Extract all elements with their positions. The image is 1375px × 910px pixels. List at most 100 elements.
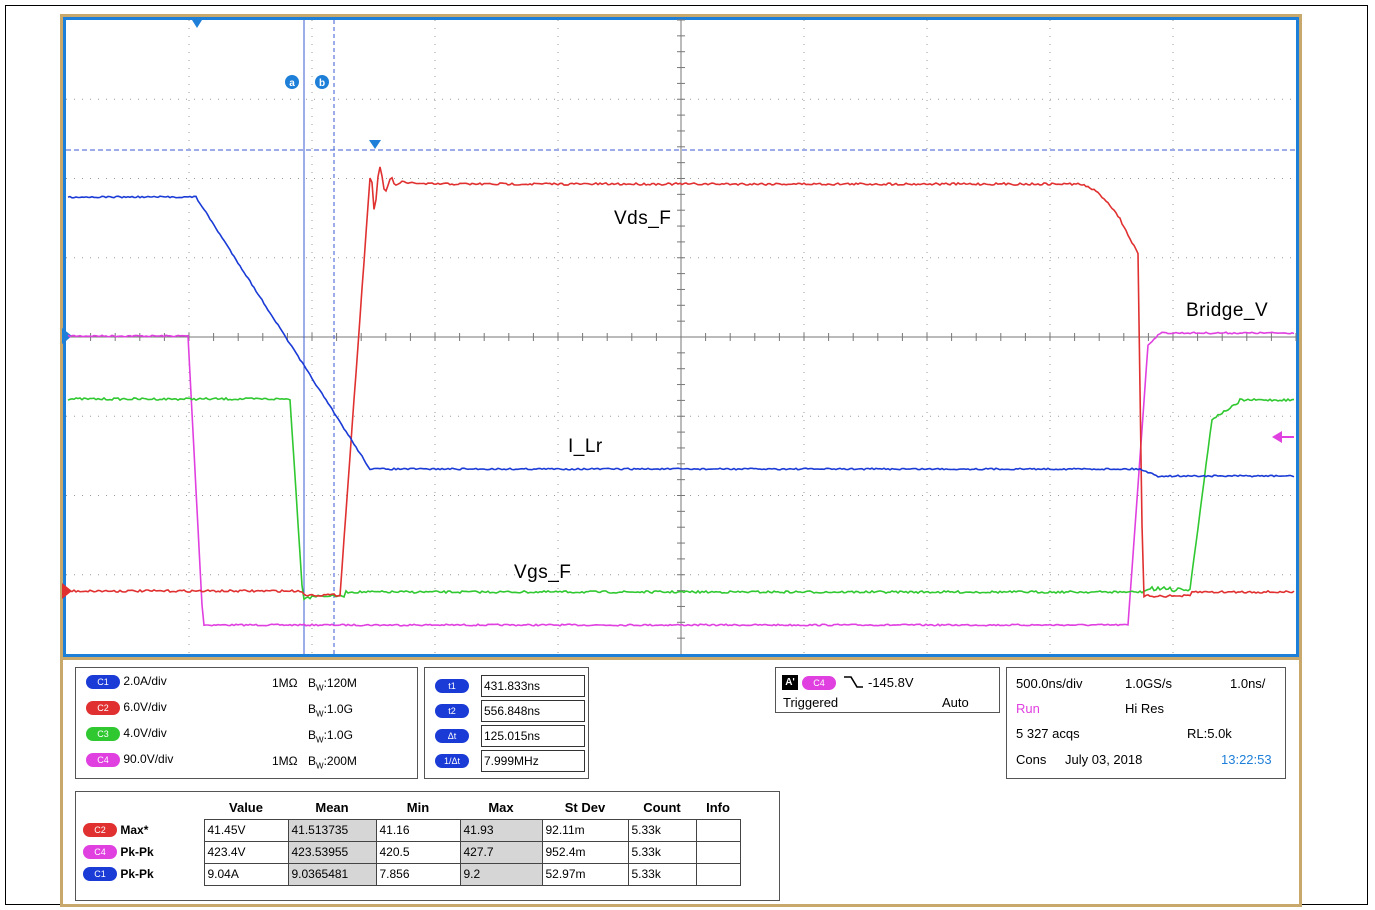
display-separator [63, 657, 1299, 660]
trace-c2-vds-f [67, 166, 1295, 599]
cursor-value-dt: 125.015ns [481, 725, 585, 747]
channel-bandwidth: BW:1.0G [308, 728, 353, 745]
meas-min: 41.16 [375, 818, 461, 842]
timebase: 500.0ns/div [1016, 676, 1083, 691]
acq-mode: Hi Res [1125, 701, 1165, 716]
header-value: Value [229, 800, 263, 816]
channel-scale: 90.0V/div [123, 752, 174, 766]
trace-c4-bridge-v [67, 331, 1295, 627]
acquisition-panel[interactable]: 500.0ns/div 1.0GS/s 1.0ns/ Run Hi Res 5 … [1006, 667, 1286, 779]
meas-count: 5.33k [627, 840, 697, 864]
measurement-panel: Value Mean Min Max St Dev Count Info C2 … [75, 791, 780, 901]
meas-mean: 423.53955 [287, 840, 377, 864]
cursor-badge-t1: t1 [435, 679, 469, 693]
channel-bandwidth: BW:120M [308, 676, 357, 693]
meas-name: Pk-Pk [120, 866, 154, 881]
meas-min: 420.5 [375, 840, 461, 864]
cursor-top-marker [369, 140, 381, 149]
cursor-badge-freq: 1/Δt [435, 754, 469, 768]
meas-info [695, 818, 741, 842]
header-stdev: St Dev [564, 800, 606, 816]
trigger-source-badge: C4 [802, 676, 836, 690]
label-vds: Vds_F [614, 208, 672, 229]
channel-impedance: 1MΩ [272, 754, 298, 768]
meas-stdev: 92.11m [541, 818, 629, 842]
trigger-mode: Auto [942, 695, 969, 710]
header-count: Count [643, 800, 681, 816]
meas-value: 423.4V [203, 840, 289, 864]
ground-marker-c2 [62, 583, 72, 599]
meas-value: 41.45V [203, 818, 289, 842]
header-info: Info [706, 800, 730, 816]
cursor-a-marker [285, 75, 299, 89]
meas-badge: C2 [83, 823, 117, 838]
header-min: Min [406, 800, 430, 816]
meas-max: 427.7 [459, 840, 543, 864]
acq-count: 5 327 acqs [1016, 726, 1080, 741]
date: July 03, 2018 [1065, 752, 1143, 767]
cons-label: Cons [1016, 752, 1047, 767]
meas-mean: 9.0365481 [287, 862, 377, 886]
channel-scale: 2.0A/div [123, 674, 167, 688]
table-row[interactable]: C1 Pk-Pk 9.04A 9.0365481 7.856 9.2 52.97… [80, 862, 741, 886]
cursor-a-label: a [289, 78, 295, 89]
cursor-badge-dt: Δt [435, 729, 469, 743]
table-row[interactable]: C4 Pk-Pk 423.4V 423.53955 420.5 427.7 95… [80, 840, 741, 864]
meas-count: 5.33k [627, 862, 697, 886]
channel-badge: C3 [86, 726, 120, 741]
cursor-b-marker [315, 75, 329, 89]
trace-c3-vgs-f [67, 396, 1295, 601]
channel-bandwidth: BW:200M [308, 754, 357, 771]
meas-badge: C4 [83, 845, 117, 860]
label-ilr: I_Lr [568, 436, 603, 457]
channel-bandwidth: BW:1.0G [308, 702, 353, 719]
cursor-value-t1: 431.833ns [481, 675, 585, 697]
falling-edge-icon [844, 676, 863, 688]
meas-max: 41.93 [459, 818, 543, 842]
channel-row-c1[interactable]: C1 2.0A/div [86, 674, 167, 689]
meas-info [695, 862, 741, 886]
table-row[interactable]: C2 Max* 41.45V 41.513735 41.16 41.93 92.… [80, 818, 741, 842]
meas-max: 9.2 [459, 862, 543, 886]
meas-count: 5.33k [627, 818, 697, 842]
resolution: 1.0ns/ [1230, 676, 1266, 691]
channel-badge: C2 [86, 700, 120, 715]
channel-panel: C1 2.0A/div 1MΩ BW:120M C2 6.0V/div BW:1… [75, 667, 418, 779]
meas-mean: 41.513735 [287, 818, 377, 842]
sample-rate: 1.0GS/s [1125, 676, 1172, 691]
meas-min: 7.856 [375, 862, 461, 886]
meas-badge: C1 [83, 867, 117, 882]
cursor-value-freq: 7.999MHz [481, 750, 585, 772]
trigger-state: Triggered [783, 695, 839, 710]
channel-row-c3[interactable]: C3 4.0V/div [86, 726, 167, 741]
channel-badge: C4 [86, 752, 120, 767]
meas-name: Max* [120, 822, 149, 837]
time: 13:22:53 [1221, 752, 1272, 767]
trigger-level: -145.8V [868, 675, 914, 690]
header-mean: Mean [315, 800, 349, 816]
channel-impedance: 1MΩ [272, 676, 298, 690]
channel-badge: C1 [86, 674, 120, 689]
trigger-position-marker [192, 20, 202, 28]
meas-stdev: 52.97m [541, 862, 629, 886]
meas-value: 9.04A [203, 862, 289, 886]
cursor-value-t2: 556.848ns [481, 700, 585, 722]
measurement-table: Value Mean Min Max St Dev Count Info C2 … [80, 797, 741, 886]
header-max: Max [488, 800, 514, 816]
meas-stdev: 952.4m [541, 840, 629, 864]
ground-marker-c1 [62, 328, 72, 344]
channel-row-c2[interactable]: C2 6.0V/div [86, 700, 167, 715]
cursor-b-label: b [319, 78, 325, 89]
run-status[interactable]: Run [1016, 701, 1040, 716]
label-bridge: Bridge_V [1186, 300, 1269, 321]
channel-row-c4[interactable]: C4 90.0V/div [86, 752, 173, 767]
trigger-panel[interactable]: A' C4 -145.8V Triggered Auto [775, 667, 1000, 713]
cursor-panel: t1 431.833ns t2 556.848ns Δt 125.015ns 1… [424, 667, 589, 779]
meas-info [695, 840, 741, 864]
channel-scale: 6.0V/div [123, 700, 167, 714]
record-length: RL:5.0k [1187, 726, 1232, 741]
cursor-badge-t2: t2 [435, 704, 469, 718]
trigger-level-marker [1272, 431, 1282, 443]
meas-name: Pk-Pk [120, 844, 154, 859]
